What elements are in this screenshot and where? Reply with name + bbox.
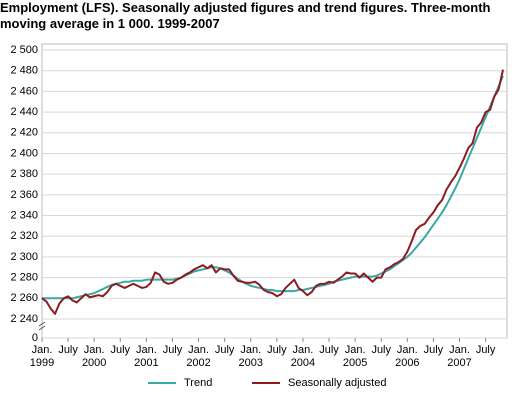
x-tick-label: July	[267, 344, 287, 356]
legend-label: Seasonally adjusted	[288, 377, 386, 389]
y-tick-label: 2 340	[10, 209, 38, 221]
x-tick-label: July	[58, 344, 78, 356]
x-tick-label: July	[215, 344, 235, 356]
x-tick-label: July	[319, 344, 339, 356]
x-tick-label: July	[424, 344, 444, 356]
y-tick-label: 2 480	[10, 65, 38, 77]
y-tick-label: 2 320	[10, 230, 38, 242]
y-tick-label: 2 240	[10, 313, 38, 325]
x-tick-label: Jan. 2001	[134, 344, 158, 369]
x-tick-label: Jan. 2002	[186, 344, 210, 369]
x-tick-label: Jan. 2005	[343, 344, 367, 369]
legend-label: Trend	[184, 377, 212, 389]
y-tick-label: 2 300	[10, 251, 38, 263]
x-tick-label: Jan. 2000	[82, 344, 106, 369]
series-line	[42, 75, 504, 300]
x-tick-label: Jan. 2004	[291, 344, 315, 369]
y-tick-label: 2 420	[10, 127, 38, 139]
y-tick-label: 2 500	[10, 44, 38, 56]
y-tick-label: 2 400	[10, 147, 38, 159]
x-tick-label: Jan. 2007	[447, 344, 471, 369]
x-tick-label: July	[476, 344, 496, 356]
axis-break	[38, 321, 46, 327]
x-tick-label: Jan. 1999	[30, 344, 54, 369]
y-tick-label: 2 380	[10, 168, 38, 180]
chart-title: Employment (LFS). Seasonally adjusted fi…	[0, 0, 491, 31]
y-tick-label: 2 360	[10, 189, 38, 201]
x-tick-label: Jan. 2006	[395, 344, 419, 369]
series-line	[41, 69, 504, 315]
x-tick-label: July	[371, 344, 391, 356]
y-tick-label: 0	[32, 332, 38, 344]
y-tick-label: 2 280	[10, 272, 38, 284]
y-tick-label: 2 440	[10, 106, 38, 118]
axis-break	[38, 325, 46, 331]
y-tick-label: 2 260	[10, 292, 38, 304]
x-tick-label: July	[111, 344, 131, 356]
y-tick-label: 2 460	[10, 85, 38, 97]
x-tick-label: Jan. 2003	[239, 344, 263, 369]
x-tick-label: July	[163, 344, 183, 356]
